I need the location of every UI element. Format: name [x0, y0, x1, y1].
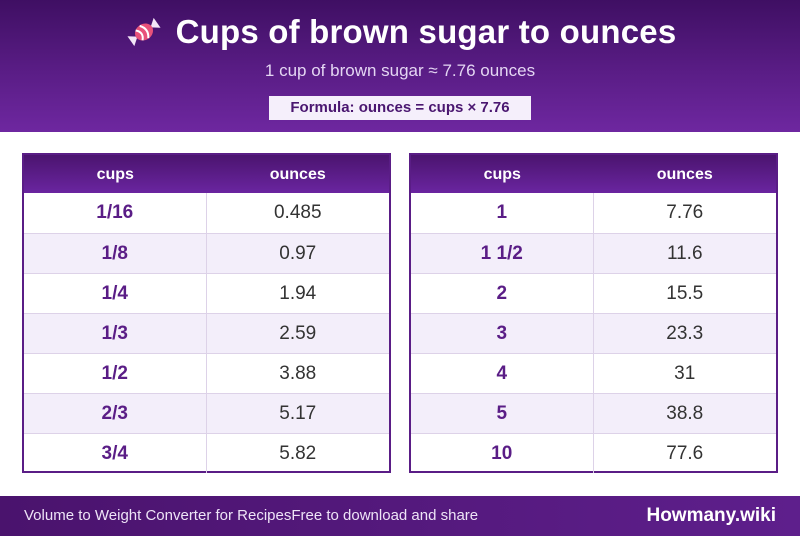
table-row: 5 38.8: [411, 393, 776, 433]
column-header-ounces: ounces: [269, 166, 326, 183]
cups-cell: 5: [411, 394, 594, 433]
cups-cell: 1/2: [24, 354, 207, 393]
footer-tagline: Volume to Weight Converter for RecipesFr…: [24, 507, 479, 524]
column-header-ounces: ounces: [656, 166, 713, 183]
cups-cell: 1 1/2: [411, 234, 594, 273]
ounces-cell: 3.88: [279, 363, 317, 384]
column-header-cups: cups: [96, 166, 134, 183]
column-header-cups: cups: [483, 166, 521, 183]
ounces-cell: 31: [674, 363, 696, 384]
ounces-cell: 0.485: [273, 202, 322, 223]
table-body: 1 7.76 1 1/2 11.6 2 15.5 3 23.3 4 31 5 3…: [411, 193, 776, 473]
table-row: 1/16 0.485: [24, 193, 389, 233]
table-row: 1/3 2.59: [24, 313, 389, 353]
cups-cell: 3/4: [24, 434, 207, 473]
ounces-cell: 7.76: [666, 202, 704, 223]
table-row: 3 23.3: [411, 313, 776, 353]
cups-cell: 10: [411, 434, 594, 473]
title-row: Cups of brown sugar to ounces: [0, 12, 800, 52]
table-row: 2/3 5.17: [24, 393, 389, 433]
ounces-cell: 38.8: [666, 403, 704, 424]
cups-cell: 2/3: [24, 394, 207, 433]
ounces-cell: 11.6: [666, 243, 703, 264]
brand-logo-text[interactable]: Howmany.wiki: [646, 505, 776, 526]
table-row: 1/8 0.97: [24, 233, 389, 273]
ounces-cell: 0.97: [279, 243, 317, 264]
cups-cell: 1/8: [24, 234, 207, 273]
cups-cell: 4: [411, 354, 594, 393]
formula-box: Formula: ounces = cups × 7.76: [269, 96, 531, 120]
page-title: Cups of brown sugar to ounces: [175, 13, 677, 50]
header-banner: Cups of brown sugar to ounces 1 cup of b…: [0, 0, 800, 132]
ounces-cell: 5.82: [279, 443, 317, 464]
table-row: 1/4 1.94: [24, 273, 389, 313]
table-row: 4 31: [411, 353, 776, 393]
table-row: 2 15.5: [411, 273, 776, 313]
table-row: 1 7.76: [411, 193, 776, 233]
cups-cell: 2: [411, 274, 594, 313]
ounces-cell: 1.94: [279, 283, 317, 304]
table-row: 1 1/2 11.6: [411, 233, 776, 273]
conversion-table-left: cups ounces 1/16 0.485 1/8 0.97 1/4 1.94…: [22, 153, 391, 473]
ounces-cell: 2.59: [279, 323, 317, 344]
table-header: cups ounces: [24, 155, 389, 193]
table-header: cups ounces: [411, 155, 776, 193]
cups-cell: 3: [411, 314, 594, 353]
ounces-cell: 23.3: [666, 323, 704, 344]
cups-cell: 1/4: [24, 274, 207, 313]
ounces-cell: 15.5: [666, 283, 704, 304]
cups-cell: 1/16: [24, 193, 207, 233]
cups-cell: 1/3: [24, 314, 207, 353]
ounces-cell: 5.17: [279, 403, 317, 424]
footer-bar: Volume to Weight Converter for RecipesFr…: [0, 496, 800, 536]
table-body: 1/16 0.485 1/8 0.97 1/4 1.94 1/3 2.59 1/…: [24, 193, 389, 473]
table-row: 10 77.6: [411, 433, 776, 473]
table-row: 3/4 5.82: [24, 433, 389, 473]
candy-icon: [124, 12, 164, 52]
page-subtitle: 1 cup of brown sugar ≈ 7.76 ounces: [264, 61, 536, 80]
conversion-table-right: cups ounces 1 7.76 1 1/2 11.6 2 15.5 3 2…: [409, 153, 778, 473]
cups-cell: 1: [411, 193, 594, 233]
ounces-cell: 77.6: [666, 443, 704, 464]
table-row: 1/2 3.88: [24, 353, 389, 393]
